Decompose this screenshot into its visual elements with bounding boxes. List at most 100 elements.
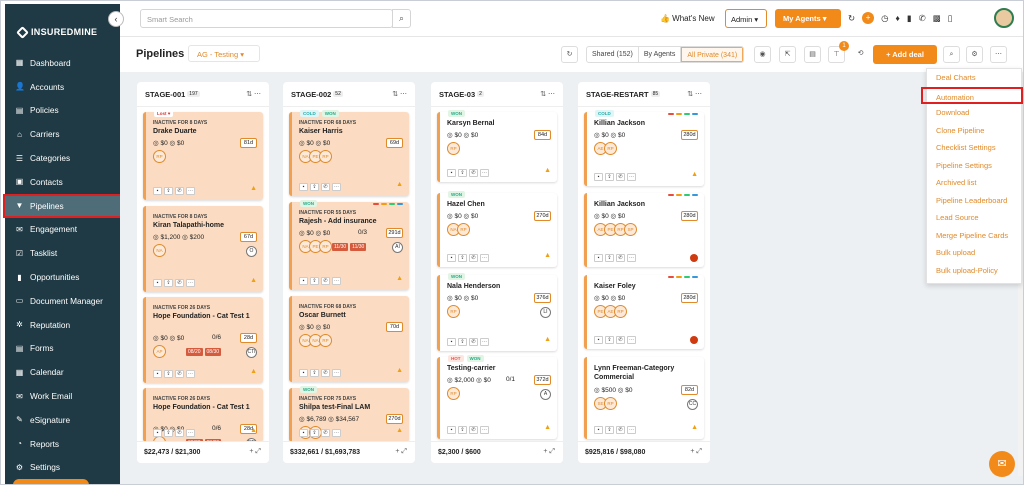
more-icon[interactable]: ⋯ [186, 370, 195, 378]
share-icon[interactable]: ⇪ [458, 169, 467, 177]
more-icon[interactable]: ⋯ [627, 336, 636, 344]
card-title[interactable]: Rajesh - Add insurance [299, 218, 377, 225]
phone-icon[interactable]: ✆ [918, 12, 926, 23]
add-icon[interactable]: + [862, 12, 875, 24]
avatar[interactable]: RP [319, 150, 332, 163]
avatar[interactable]: NA [153, 244, 166, 257]
more-icon[interactable]: ⋯ [332, 277, 341, 285]
email-icon[interactable]: ▪ [299, 369, 308, 377]
my-agents-dropdown[interactable]: My Agents ▾ [775, 9, 841, 28]
sync-icon[interactable]: ⟲ [852, 46, 869, 63]
sidebar-item-reports[interactable]: ◔ Reports [5, 432, 120, 456]
owner-badge[interactable]: CC [687, 399, 698, 410]
by-agents-tab[interactable]: By Agents [639, 47, 682, 62]
email-icon[interactable]: ▪ [594, 173, 603, 181]
shared-tab[interactable]: Shared (152) [587, 47, 639, 62]
email-icon[interactable]: ▪ [594, 254, 603, 262]
more-icon[interactable]: ⋯ [627, 426, 636, 434]
notification-icon[interactable]: ▮ [906, 12, 912, 23]
share-icon[interactable]: ⇪ [164, 187, 173, 195]
avatar[interactable]: RP [153, 150, 166, 163]
card-title[interactable]: Karsyn Bernal [447, 120, 495, 127]
email-icon[interactable]: ▪ [153, 187, 162, 195]
phone-icon[interactable]: ✆ [175, 279, 184, 287]
search-input[interactable]: Smart Search [140, 9, 393, 28]
more-icon[interactable]: ⋯ [332, 369, 341, 377]
phone-icon[interactable]: ✆ [321, 429, 330, 437]
email-icon[interactable]: ▪ [153, 279, 162, 287]
phone-icon[interactable]: ✆ [469, 254, 478, 262]
sidebar-item-carriers[interactable]: ⌂ Carriers [5, 122, 120, 146]
email-icon[interactable]: ▪ [153, 429, 162, 437]
card-title[interactable]: Hope Foundation - Cat Test 1 [153, 404, 250, 411]
more-icon[interactable]: ⋯ [627, 254, 636, 262]
share-icon[interactable]: ⇪ [605, 336, 614, 344]
deal-card[interactable]: COLD WON INACTIVE FOR 68 DAYS Kaiser Harris… [289, 110, 409, 196]
export-icon[interactable]: ⇱ [779, 46, 796, 63]
sidebar-item-esignature[interactable]: ✎ eSignature [5, 408, 120, 432]
owner-badge[interactable]: CTI [246, 347, 257, 358]
print-icon[interactable]: ▤ [804, 46, 821, 63]
more-icon[interactable]: ⋯ [332, 183, 341, 191]
deal-card[interactable]: Killian Jackson ◎ $0 ◎ $0 280d AE PE RP SP ▪ ⇪ ✆ ⋯ [584, 193, 704, 267]
sidebar-item-tasklist[interactable]: ☑ Tasklist [5, 241, 120, 265]
menu-item-lead-source[interactable]: Lead Source [936, 213, 979, 222]
deal-card[interactable]: HOT WON Testing-carrier ◎ $2,000 ◎ $0 372d 0/… [437, 355, 557, 439]
phone-icon[interactable]: ✆ [175, 429, 184, 437]
gear-icon[interactable]: ⚙ [966, 46, 983, 63]
email-icon[interactable]: ▪ [153, 370, 162, 378]
menu-item-pipeline-leaderboard[interactable]: Pipeline Leaderboard [936, 195, 1008, 205]
sidebar-item-pipelines[interactable]: ▼ Pipelines [3, 193, 123, 218]
avatar[interactable]: RP [614, 305, 627, 318]
menu-item-clone-pipeline[interactable]: Clone Pipeline [936, 125, 985, 135]
phone-icon[interactable]: ✆ [616, 426, 625, 434]
card-title[interactable]: Killian Jackson [594, 120, 645, 127]
card-title[interactable]: Nala Henderson [447, 283, 501, 290]
add-icon[interactable]: + ⤢ [690, 448, 702, 455]
menu-item-bulk-upload-policy[interactable]: Bulk upload-Policy [936, 265, 998, 275]
deal-card[interactable]: INACTIVE FOR 26 DAYS Hope Foundation - Ca… [143, 388, 263, 449]
sidebar-item-policies[interactable]: ▤ Policies [5, 99, 120, 123]
chevron-left-icon[interactable]: ‹ [108, 11, 124, 27]
sidebar-item-contacts[interactable]: ▣ Contacts [5, 170, 120, 194]
phone-icon[interactable]: ✆ [175, 187, 184, 195]
deal-card[interactable]: WON Karsyn Bernal ◎ $0 ◎ $0 84d RP ▪ ⇪ ✆ ⋯ ▲ [437, 110, 557, 182]
share-icon[interactable]: ⇪ [310, 277, 319, 285]
deal-card[interactable]: Lynn Freeman-Category Commercial ◎ $500 ◎… [584, 357, 704, 439]
more-icon[interactable]: ⋯ [186, 429, 195, 437]
email-icon[interactable]: ▪ [447, 169, 456, 177]
sidebar-item-accounts[interactable]: 👤 Accounts [5, 75, 120, 99]
share-icon[interactable]: ⇪ [164, 429, 173, 437]
deal-card[interactable]: INACTIVE FOR 8 DAYS Kiran Talapathi-home ◎… [143, 206, 263, 292]
sidebar-item-opportunities[interactable]: ▮ Opportunities [5, 265, 120, 289]
card-title[interactable]: Kaiser Harris [299, 128, 343, 135]
sort-icon[interactable]: ⇅ ⋯ [392, 91, 407, 98]
owner-badge[interactable]: A [540, 389, 551, 400]
deal-card[interactable]: WON INACTIVE FOR 75 DAYS Shilpa test-Final… [289, 386, 409, 442]
more-icon[interactable]: ⋯ [332, 429, 341, 437]
sidebar-item-reputation[interactable]: ✲ Reputation [5, 313, 120, 337]
phone-icon[interactable]: ✆ [469, 169, 478, 177]
share-icon[interactable]: ⇪ [310, 183, 319, 191]
bell-icon[interactable]: ♦ [895, 13, 900, 23]
device-icon[interactable]: ▯ [947, 12, 953, 23]
sidebar-item-engagement[interactable]: ✉ Engagement [5, 218, 120, 242]
card-title[interactable]: Hope Foundation - Cat Test 1 [153, 313, 250, 320]
email-icon[interactable]: ▪ [299, 183, 308, 191]
menu-item-archived-list[interactable]: Archived list [936, 178, 977, 187]
all-private-tab[interactable]: All Private (341) [681, 47, 744, 62]
sort-icon[interactable]: ⇅ ⋯ [687, 91, 702, 98]
email-icon[interactable]: ▪ [447, 338, 456, 346]
more-icon[interactable]: ⋯ [186, 279, 195, 287]
email-icon[interactable]: ▪ [447, 426, 456, 434]
email-icon[interactable]: ▪ [594, 336, 603, 344]
share-icon[interactable]: ⇪ [605, 254, 614, 262]
deal-card[interactable]: COLD Killian Jackson ◎ $0 ◎ $0 280d AE RP ▪ ⇪ ✆ ⋯… [584, 110, 704, 186]
phone-icon[interactable]: ✆ [616, 336, 625, 344]
avatar[interactable]: RP [319, 240, 332, 253]
avatar[interactable]: PE [594, 305, 607, 318]
phone-icon[interactable]: ✆ [469, 338, 478, 346]
add-deal-button[interactable]: + Add deal [873, 45, 937, 64]
user-avatar[interactable] [994, 8, 1014, 28]
add-icon[interactable]: + ⤢ [249, 448, 261, 455]
